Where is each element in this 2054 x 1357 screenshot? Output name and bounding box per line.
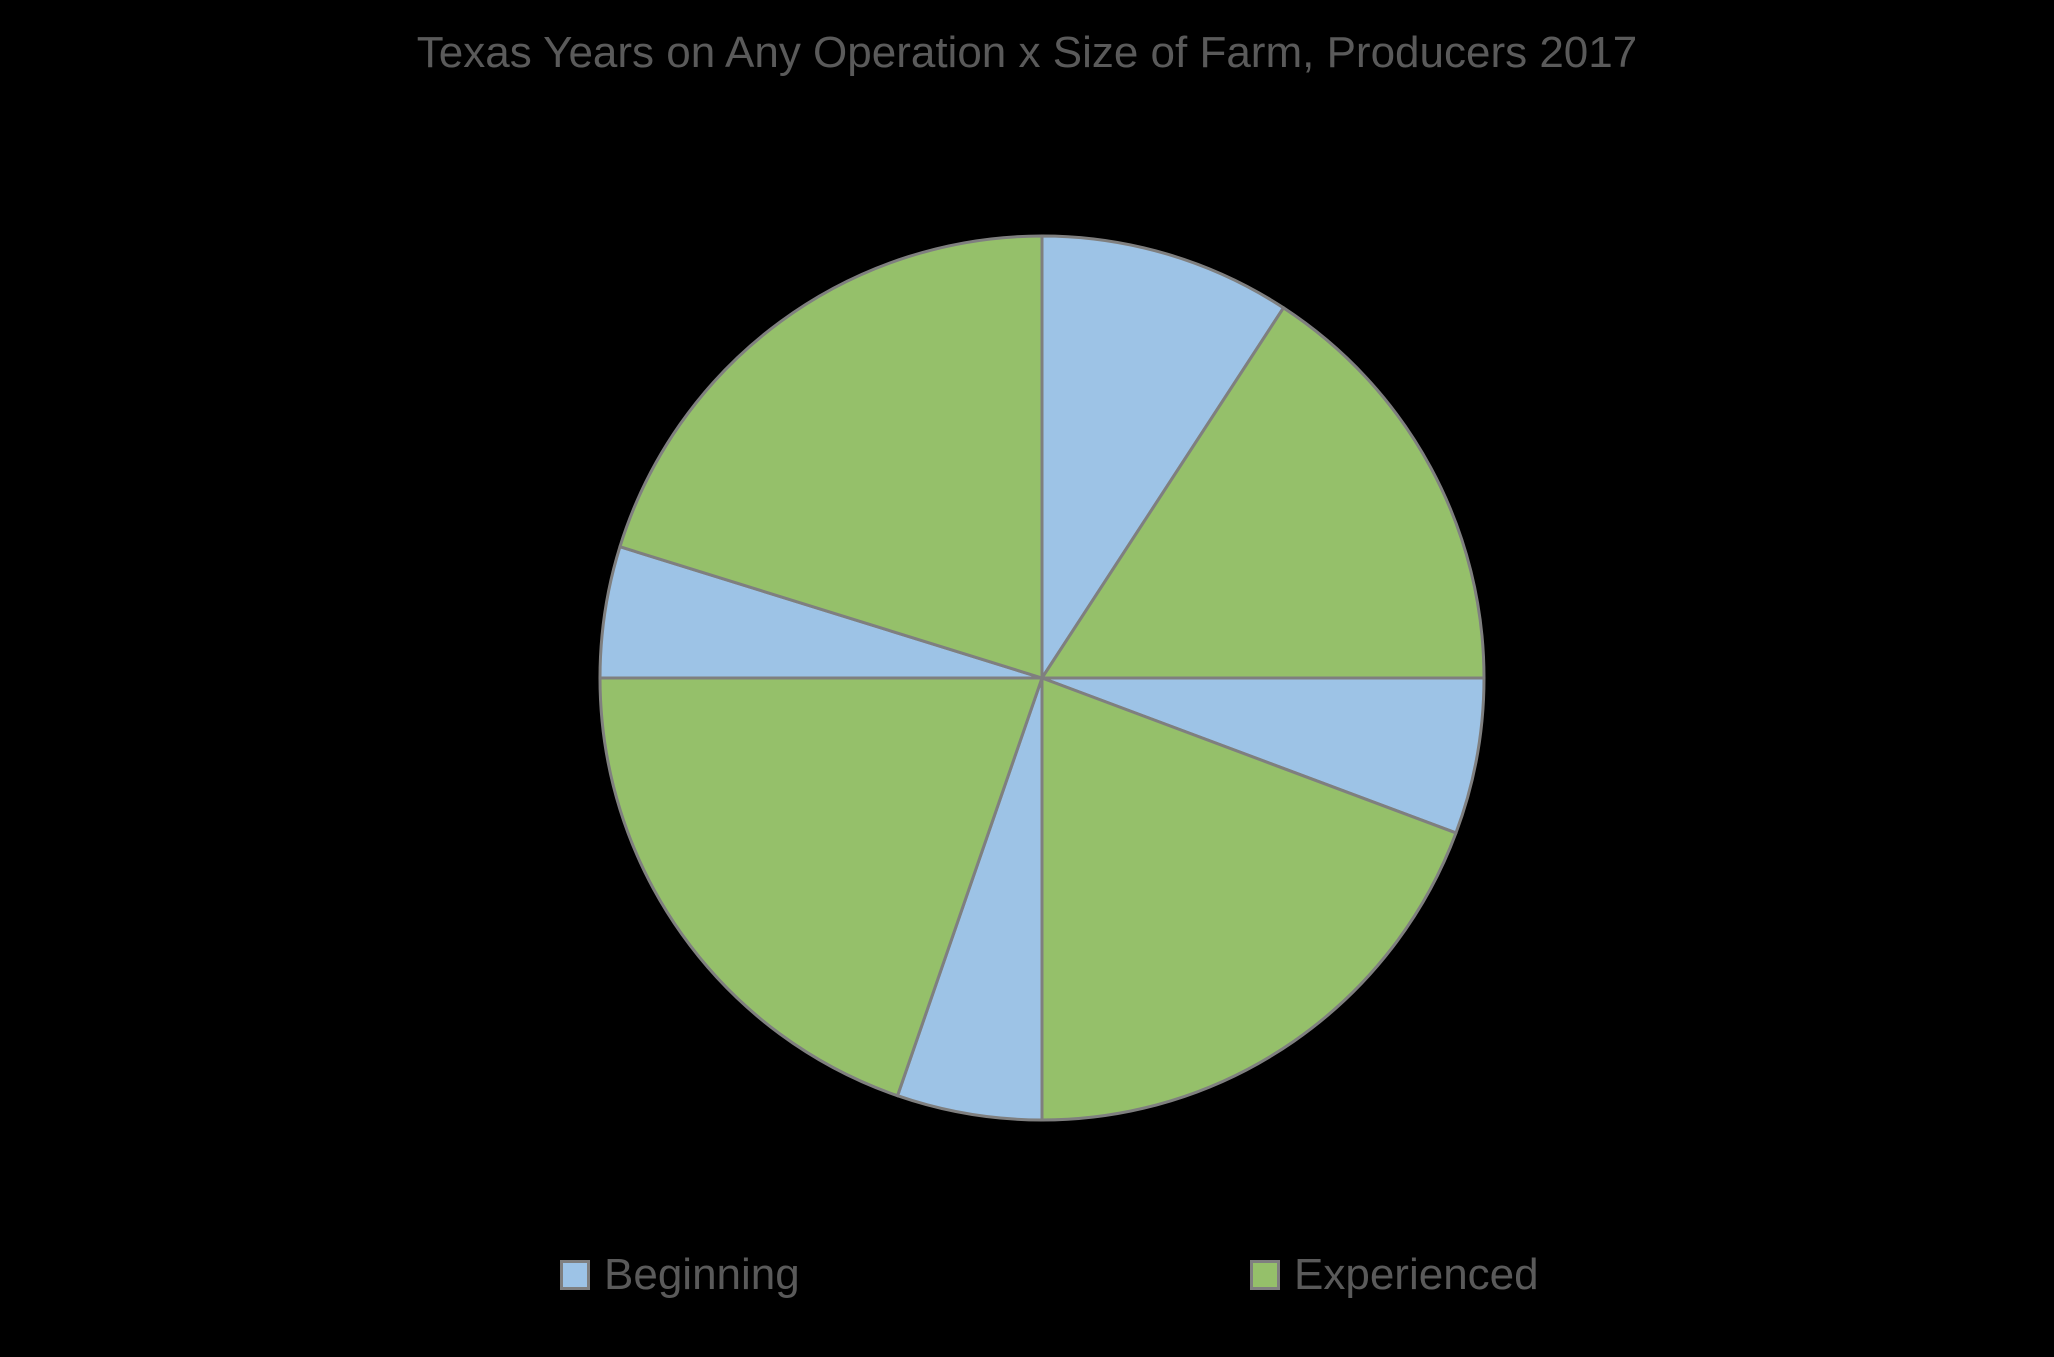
chart-title: Texas Years on Any Operation x Size of F…	[416, 28, 1638, 77]
pie-slice-experienced-3	[1040, 676, 1458, 1122]
pie-slice-experienced-5	[598, 676, 1044, 1098]
pie-slice-beginning-2	[1040, 676, 1486, 835]
legend-item-experienced: Experienced	[1250, 1250, 1539, 1300]
legend-swatch-experienced	[1250, 1260, 1280, 1290]
legend-item-beginning: Beginning	[560, 1250, 800, 1300]
pie-slice-beginning-4	[896, 676, 1044, 1122]
legend-swatch-beginning	[560, 1260, 590, 1290]
legend-label-experienced: Experienced	[1294, 1250, 1539, 1299]
pie-slice-experienced-7	[618, 234, 1044, 680]
legend-label-beginning: Beginning	[604, 1250, 800, 1299]
pie-slice-experienced-1	[1040, 306, 1486, 680]
pie-slice-beginning-0	[1040, 234, 1286, 680]
